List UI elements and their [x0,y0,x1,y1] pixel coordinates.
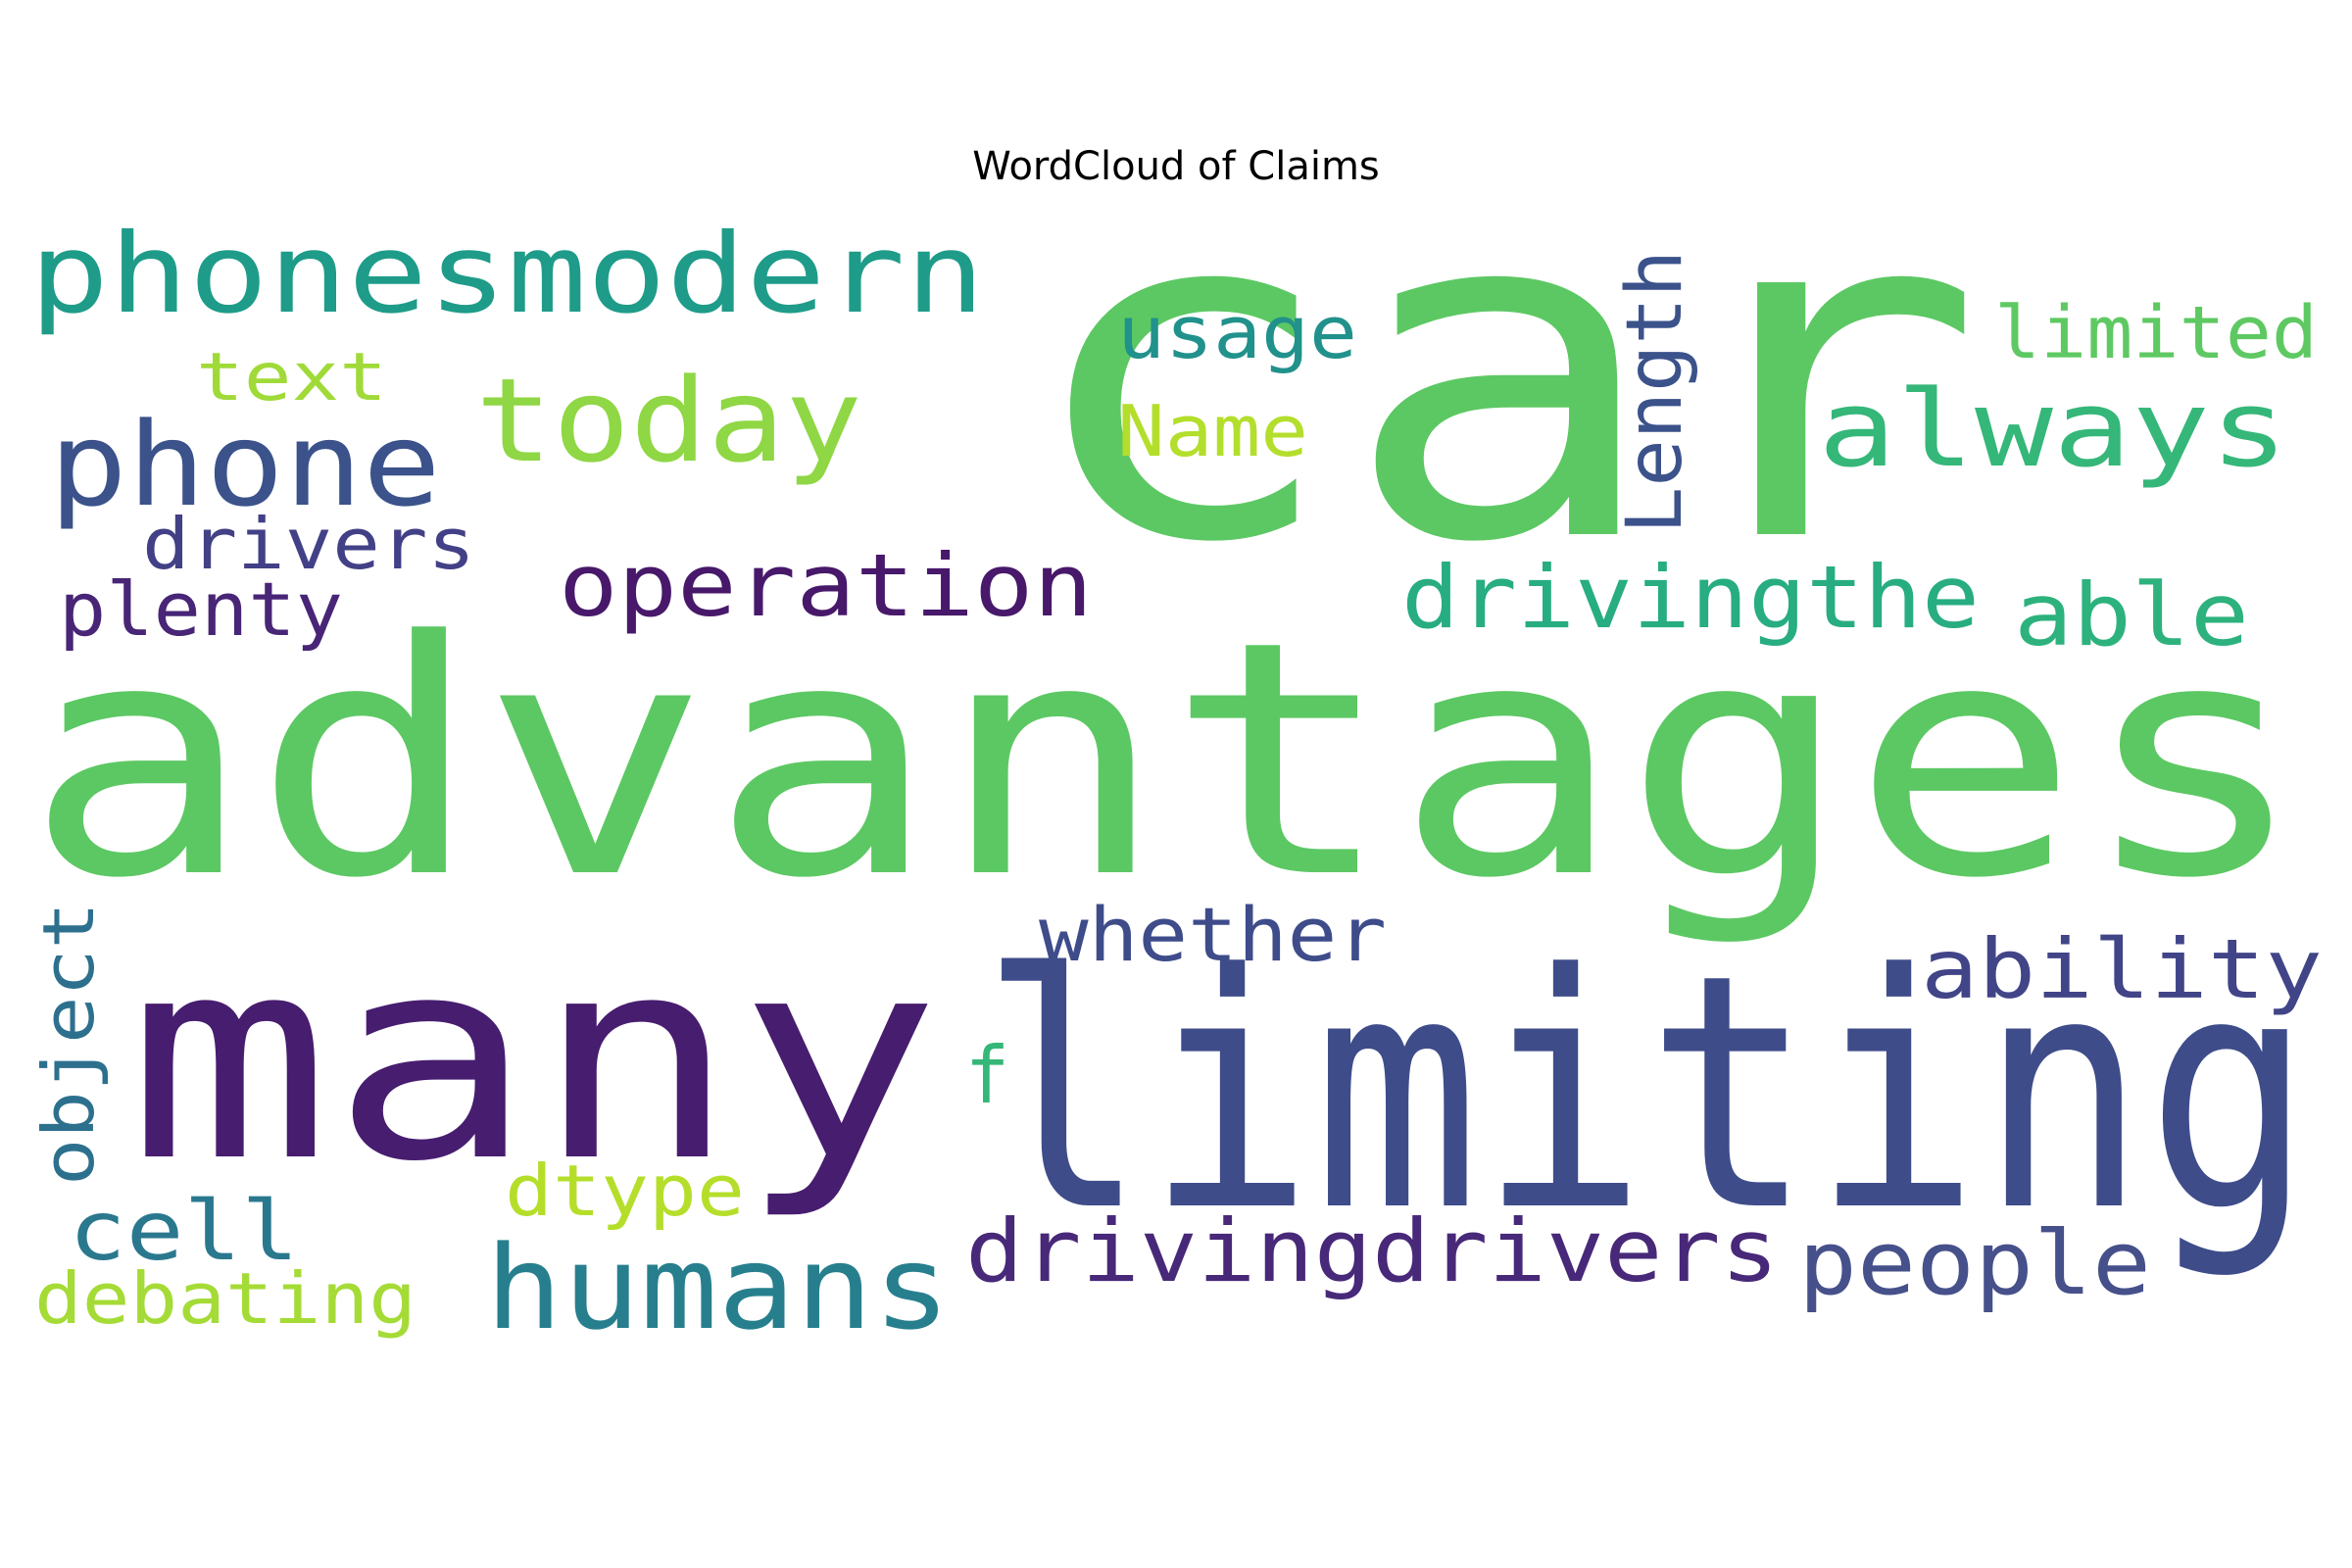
word-drivingthe: drivingthe [1401,547,1980,648]
word-limiting: limiting [980,906,2313,1282]
word-ability: ability [1921,921,2323,1017]
word-usage: usage [1117,291,1357,375]
word-drivingdrivers: drivingdrivers [965,1200,1779,1301]
word-length: Length [1611,250,1699,534]
chart-title: WordCloud of Claims [972,144,1380,189]
word-debating: debating [34,1257,416,1340]
word-people: people [1798,1212,2151,1315]
word-operation: operation [559,535,1093,636]
word-text: text [196,339,387,416]
word-name: Name [1117,390,1308,472]
word-phonesmodern: phonesmodern [29,211,985,338]
word-many: many [127,898,941,1223]
word-able: able [2014,564,2249,665]
word-phone: phone [49,397,441,532]
word-drivers: drivers [142,503,475,585]
word-f: f [965,1030,1009,1121]
word-always: always [1818,368,2288,491]
word-today: today [475,353,862,488]
word-plenty: plenty [59,565,343,653]
word-dtype: dtype [505,1150,745,1232]
word-limited: limited [1994,291,2318,375]
word-car: car [1019,107,1984,643]
word-object: object [27,902,110,1186]
word-advantages: advantages [24,572,2308,949]
word-cell: cell [69,1183,299,1279]
word-humans: humans [485,1220,951,1355]
word-whether: whether [1039,891,1387,978]
